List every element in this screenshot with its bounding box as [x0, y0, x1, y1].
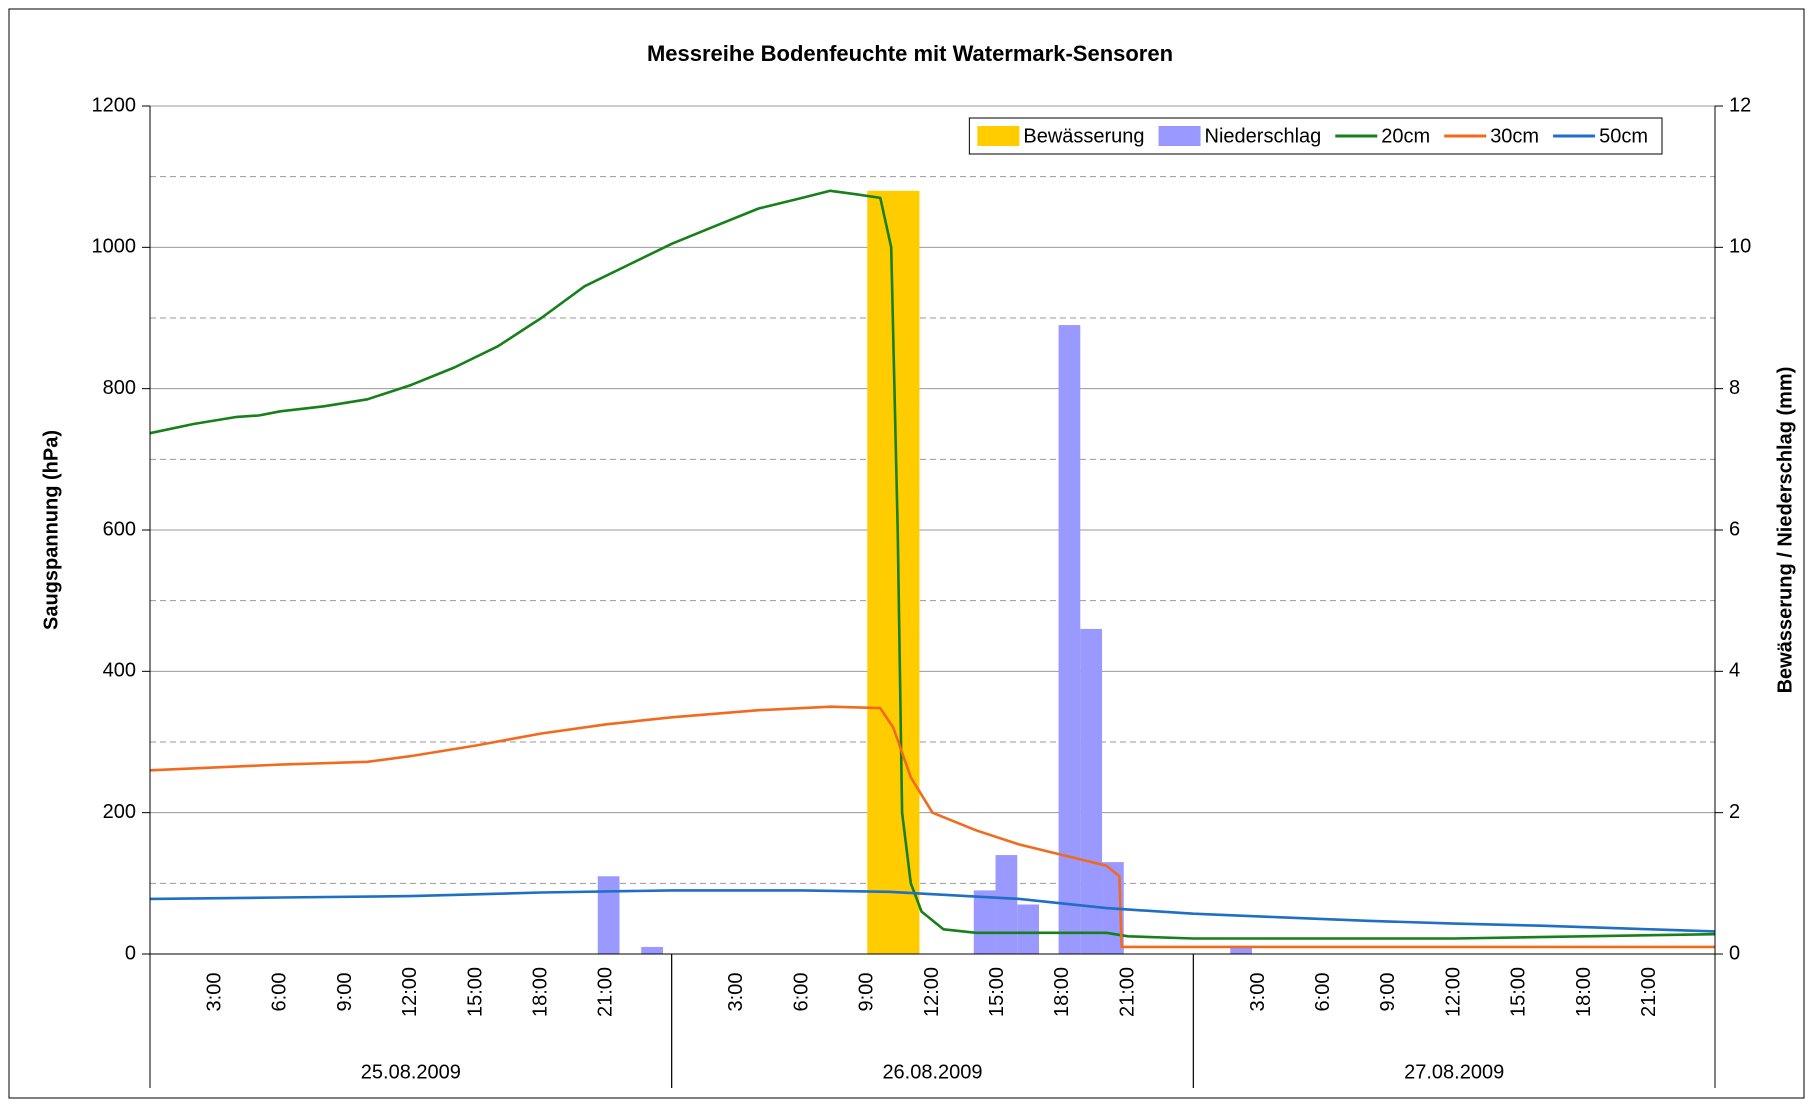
legend: Bewässerung Niederschlag 20cm 30cm 50cm — [968, 117, 1663, 155]
x-tick-label: 6:00 — [1312, 973, 1334, 1012]
legend-label: Niederschlag — [1205, 125, 1322, 147]
bar — [597, 876, 620, 954]
y-tick-label: 1000 — [92, 236, 137, 258]
x-tick-label: 21:00 — [595, 967, 617, 1017]
bar — [995, 855, 1018, 954]
legend-label: 20cm — [1381, 125, 1430, 147]
y2-tick-label: 4 — [1729, 660, 1740, 682]
day-label: 27.08.2009 — [1404, 1061, 1504, 1083]
legend-label: Bewässerung — [1023, 125, 1144, 147]
x-tick-label: 12:00 — [1442, 967, 1464, 1017]
x-tick-label: 18:00 — [1573, 967, 1595, 1017]
day-label: 25.08.2009 — [361, 1061, 461, 1083]
line — [149, 705, 1715, 949]
bar — [1230, 946, 1253, 954]
y2-tick-label: 2 — [1729, 801, 1740, 823]
y-axis-title: Saugspannung (hPa) — [40, 430, 62, 630]
y2-tick-label: 8 — [1729, 377, 1740, 399]
bar — [1080, 628, 1103, 954]
x-tick-label: 21:00 — [1638, 967, 1660, 1017]
x-tick-label: 15:00 — [986, 967, 1008, 1017]
y2-tick-label: 10 — [1729, 236, 1751, 258]
bar — [1058, 325, 1081, 955]
bar — [1017, 904, 1040, 954]
y2-tick-label: 0 — [1729, 942, 1740, 964]
y-tick-label: 800 — [103, 377, 136, 399]
y2-tick-label: 12 — [1729, 94, 1751, 116]
bar — [973, 890, 996, 954]
legend-label: 50cm — [1599, 125, 1648, 147]
x-tick-label: 12:00 — [399, 967, 421, 1017]
y-tick-label: 1200 — [92, 94, 137, 116]
line — [149, 189, 1716, 940]
y2-axis-title: Bewässerung / Niederschlag (mm) — [1774, 367, 1796, 694]
x-tick-label: 3:00 — [203, 973, 225, 1012]
x-tick-label: 15:00 — [1508, 967, 1530, 1017]
x-tick-label: 18:00 — [530, 967, 552, 1017]
x-tick-label: 6:00 — [790, 973, 812, 1012]
x-tick-label: 18:00 — [1051, 967, 1073, 1017]
legend-box — [968, 117, 1663, 155]
x-tick-label: 21:00 — [1116, 967, 1138, 1017]
y-tick-label: 400 — [103, 660, 136, 682]
x-tick-label: 6:00 — [269, 973, 291, 1012]
x-tick-label: 12:00 — [921, 967, 943, 1017]
day-label: 26.08.2009 — [882, 1061, 982, 1083]
y-tick-label: 600 — [103, 518, 136, 540]
legend-swatch — [977, 126, 1020, 146]
x-tick-label: 9:00 — [334, 973, 356, 1012]
x-tick-label: 15:00 — [464, 967, 486, 1017]
line — [149, 889, 1716, 933]
legend-label: 30cm — [1490, 125, 1539, 147]
legend-swatch — [1158, 126, 1201, 146]
chart-title: Messreihe Bodenfeuchte mit Watermark-Sen… — [647, 41, 1173, 66]
x-tick-label: 9:00 — [1377, 973, 1399, 1012]
bar — [641, 946, 663, 954]
x-tick-label: 3:00 — [1247, 973, 1269, 1012]
y2-tick-label: 6 — [1729, 518, 1740, 540]
x-tick-label: 9:00 — [856, 973, 878, 1012]
y-tick-label: 200 — [103, 801, 136, 823]
y-tick-label: 0 — [125, 942, 136, 964]
x-tick-label: 3:00 — [725, 973, 747, 1012]
